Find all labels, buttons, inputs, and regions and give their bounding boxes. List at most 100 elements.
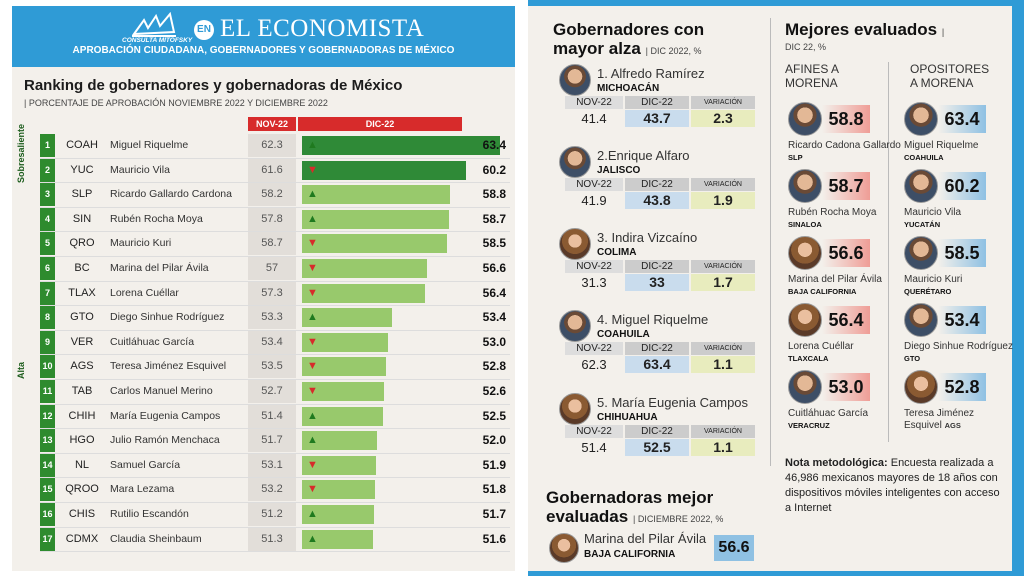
alza-dic: 43.7 — [625, 110, 689, 127]
table-row: 10 AGS Teresa Jiménez Esquivel 53.5 ▼ 52.8 — [40, 355, 510, 380]
rank-number: 16 — [40, 502, 55, 526]
state-abbr: GTO — [70, 311, 94, 324]
afines-state: VERACRUZ — [788, 421, 830, 430]
afines-header: AFINES A MORENA — [785, 62, 839, 90]
state-abbr: CHIH — [68, 409, 96, 422]
nov-value: 51.2 — [248, 502, 296, 526]
opositores-card: 53.4 Diego Sinhue Rodríguez GTO — [904, 303, 1013, 371]
governor-name: Mara Lezama — [110, 483, 175, 496]
alza-col-nov: NOV-22 — [565, 96, 623, 109]
alza-name: 3. Indira Vizcaíno — [597, 230, 698, 245]
nov-value: 58.7 — [248, 232, 296, 256]
opositores-state: COAHUILA — [904, 153, 944, 162]
state-abbr: TLAX — [68, 286, 96, 299]
table-row: 4 SIN Rubén Rocha Moya 57.8 ▲ 58.7 — [40, 207, 510, 233]
logo-text: CONSULTA MITOFSKY — [122, 37, 193, 44]
alza-nov: 51.4 — [581, 440, 607, 455]
alza-nov: 62.3 — [581, 357, 607, 372]
alza-col-dic: DIC-22 — [625, 425, 689, 438]
afines-card: 58.7 Rubén Rocha Moya SINALOA — [788, 169, 883, 237]
alza-name: 5. María Eugenia Campos — [597, 395, 749, 410]
alza-var: 2.3 — [691, 110, 755, 127]
dic-bar: ▼ — [302, 480, 375, 500]
dic-bar: ▼ — [302, 234, 447, 254]
alza-state: MICHOACÁN — [597, 83, 660, 94]
governor-name: Teresa Jiménez Esquivel — [110, 360, 227, 373]
table-row: 13 HGO Julio Ramón Menchaca 51.7 ▲ 52.0 — [40, 429, 510, 454]
dic-bar: ▼ — [302, 455, 376, 475]
dic-value: 51.8 — [482, 482, 506, 497]
governor-name: Claudia Sheinbaum — [110, 532, 202, 545]
alza-col-var: VARIACIÓN — [691, 342, 755, 355]
note-label: Nota metodológica: — [785, 457, 888, 469]
column-divider — [770, 18, 771, 466]
alza-col-var: VARIACIÓN — [691, 178, 755, 191]
alza-title-note: DIC 2022, % — [650, 46, 702, 56]
alza-var: 1.9 — [691, 192, 755, 209]
gobernadora-state: BAJA CALIFORNIA — [584, 549, 676, 560]
opositores-name: Teresa Jiménez Esquivel AGS — [904, 408, 974, 432]
ranking-rows: 1 COAH Miguel Riquelme 62.3 ▲ 63.4 2 YUC Maurici… — [40, 134, 510, 553]
frame-bottom — [528, 571, 1024, 576]
alza-dic: 43.8 — [625, 192, 689, 209]
alza-state: JALISCO — [597, 165, 641, 176]
masthead-subtitle: APROBACIÓN CIUDADANA, GOBERNADORES Y GOB… — [72, 45, 455, 56]
alza-col-var: VARIACIÓN — [691, 260, 755, 273]
triangle-up-icon: ▲ — [307, 311, 318, 324]
governor-name: Julio Ramón Menchaca — [110, 434, 220, 447]
opositores-state: YUCATÁN — [904, 220, 941, 229]
nov-value: 61.6 — [248, 158, 296, 182]
alza-name: 4. Miguel Riquelme — [597, 312, 709, 327]
ranking-subtitle: | PORCENTAJE DE APROBACIÓN NOVIEMBRE 202… — [24, 98, 328, 108]
alza-nov: 31.3 — [581, 275, 607, 290]
afines-state: TLAXCALA — [788, 354, 829, 363]
ranking-panel: CONSULTA MITOFSKY EN EL ECONOMISTA APROB… — [12, 6, 515, 571]
state-abbr: NL — [74, 458, 90, 471]
table-row: 16 CHIS Rutilio Escandón 51.2 ▲ 51.7 — [40, 502, 510, 528]
dic-value: 60.2 — [482, 162, 506, 177]
alza-title: Gobernadores con mayor alza | DIC 2022, … — [553, 20, 705, 58]
state-abbr: VER — [70, 335, 94, 348]
afines-card: 58.8 Ricardo Cadona Gallardo SLP — [788, 102, 901, 170]
state-abbr: BC — [74, 261, 90, 274]
opositores-name-l2: Esquivel — [904, 420, 942, 431]
triangle-up-icon: ▲ — [307, 139, 318, 151]
triangle-down-icon: ▼ — [307, 384, 318, 397]
dic-bar: ▼ — [302, 283, 425, 303]
afines-header-l2: MORENA — [785, 76, 838, 90]
mitofsky-logo: CONSULTA MITOFSKY — [122, 12, 193, 48]
note-text: Encuesta realizada a 46,986 mexicanos ma… — [785, 457, 1000, 514]
gobernadora-name: Marina del Pilar Ávila — [584, 531, 707, 546]
state-abbr: CDMX — [65, 532, 99, 545]
alza-name: 2.Enrique Alfaro — [597, 148, 690, 163]
alza-col-nov: NOV-22 — [565, 260, 623, 273]
rank-number: 10 — [40, 355, 55, 379]
opositores-header: OPOSITORES A MORENA — [910, 62, 989, 90]
mejores-title: Mejores evaluados | — [785, 20, 945, 39]
afines-card: 53.0 Cuitláhuac García VERACRUZ — [788, 370, 883, 438]
alza-nov: 41.4 — [581, 111, 607, 126]
avatar — [904, 236, 938, 270]
opositores-score: 60.2 — [938, 172, 986, 200]
dic-value: 58.8 — [482, 187, 506, 202]
rank-number: 17 — [40, 527, 55, 551]
alza-title-line1: Gobernadores con — [553, 20, 705, 39]
afines-score: 53.0 — [822, 373, 870, 401]
triangle-up-icon: ▲ — [307, 409, 318, 422]
triangle-down-icon: ▼ — [307, 163, 318, 176]
bird-logo-icon — [131, 12, 176, 37]
triangle-up-icon: ▲ — [307, 188, 318, 201]
opositores-card: 63.4 Miguel Riquelme COAHUILA — [904, 102, 999, 170]
triangle-up-icon: ▲ — [307, 212, 318, 225]
triangle-up-icon: ▲ — [307, 507, 318, 520]
alza-col-dic: DIC-22 — [625, 96, 689, 109]
opositores-name-l1: Teresa Jiménez — [904, 408, 975, 419]
table-row: 5 QRO Mauricio Kuri 58.7 ▼ 58.5 — [40, 232, 510, 257]
nov-value: 52.7 — [248, 379, 296, 403]
alza-col-nov: NOV-22 — [565, 425, 623, 438]
avatar — [559, 310, 591, 342]
mejores-title-text: Mejores evaluados — [785, 20, 938, 39]
frame-top — [528, 0, 1024, 6]
nov-value: 53.4 — [248, 330, 296, 354]
triangle-down-icon: ▼ — [307, 335, 318, 348]
